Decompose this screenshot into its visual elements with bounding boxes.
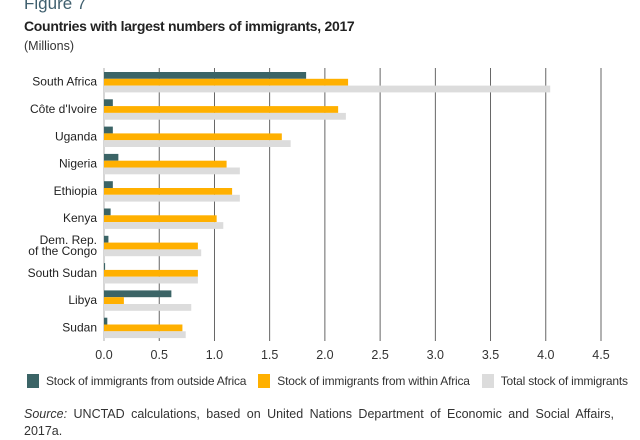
x-tick-label: 4.0 [537, 348, 554, 362]
chart-title: Countries with largest numbers of immigr… [24, 18, 355, 34]
bar-0 [104, 99, 113, 107]
legend: Stock of immigrants from outside Africa … [27, 374, 640, 388]
chart-subtitle: (Millions) [24, 39, 74, 53]
bar-0 [104, 72, 307, 79]
category-label: South Africa [32, 75, 97, 89]
x-tick-label: 0.0 [95, 348, 112, 362]
bar-2 [104, 85, 551, 93]
legend-item-total: Total stock of immigrants [481, 374, 628, 388]
bar-2 [104, 222, 224, 229]
category-label: Ethiopia [54, 184, 98, 198]
category-label: Sudan [62, 320, 97, 334]
category-label: Kenya [63, 211, 97, 225]
figure-label: Figure 7 [24, 0, 87, 13]
legend-label: Stock of immigrants from outside Africa [46, 374, 247, 388]
legend-swatch [258, 374, 271, 388]
bar-1 [104, 215, 217, 223]
x-tick-label: 1.0 [206, 348, 223, 362]
bar-0 [104, 263, 106, 270]
x-tick-label: 0.5 [151, 348, 168, 362]
bar-0 [104, 126, 113, 134]
legend-label: Total stock of immigrants [500, 374, 628, 388]
bar-2 [104, 167, 240, 175]
legend-swatch [481, 374, 494, 388]
bar-0 [104, 208, 111, 216]
legend-item-outside: Stock of immigrants from outside Africa [27, 374, 246, 388]
source-note: Source: UNCTAD calculations, based on Un… [24, 406, 614, 440]
bar-0 [104, 235, 109, 243]
bar-1 [104, 269, 198, 277]
category-label: Dem. Rep. [40, 233, 97, 247]
category-label: Nigeria [59, 157, 97, 171]
bar-1 [104, 106, 339, 113]
category-label: Libya [68, 293, 97, 307]
bar-2 [104, 331, 186, 339]
bar-2 [104, 304, 192, 311]
x-tick-label: 4.5 [592, 348, 609, 362]
bar-0 [104, 153, 119, 161]
source-label: Source: [24, 407, 68, 421]
bar-0 [104, 317, 108, 325]
x-tick-label: 3.0 [427, 348, 444, 362]
bar-0 [104, 290, 172, 298]
bar-2 [104, 112, 346, 120]
bar-0 [104, 181, 113, 188]
source-text: UNCTAD calculations, based on United Nat… [24, 407, 614, 438]
x-tick-label: 3.5 [482, 348, 499, 362]
bar-2 [104, 194, 240, 202]
category-label: Côte d'Ivoire [30, 102, 97, 116]
bar-1 [104, 188, 233, 195]
bar-1 [104, 160, 227, 168]
bar-1 [104, 78, 349, 86]
x-tick-label: 1.5 [261, 348, 278, 362]
category-label: Uganda [55, 129, 97, 143]
bar-2 [104, 249, 202, 257]
bar-1 [104, 133, 282, 141]
bar-chart: 0.0 0.5 1.0 1.5 2.0 2.5 3.0 3.5 4.0 4.5 South Afri… [28, 68, 610, 362]
category-label: of the Congo [28, 244, 97, 258]
bar-1 [104, 297, 124, 304]
category-label: South Sudan [28, 266, 97, 280]
legend-swatch [27, 374, 39, 388]
legend-label: Stock of immigrants from within Africa [277, 374, 470, 388]
bar-1 [104, 242, 198, 250]
legend-item-within: Stock of immigrants from within Africa [258, 374, 470, 388]
x-tick-label: 2.0 [316, 348, 333, 362]
x-tick-label: 2.5 [371, 348, 388, 362]
bar-2 [104, 276, 198, 284]
bar-1 [104, 324, 183, 332]
bar-2 [104, 140, 291, 147]
